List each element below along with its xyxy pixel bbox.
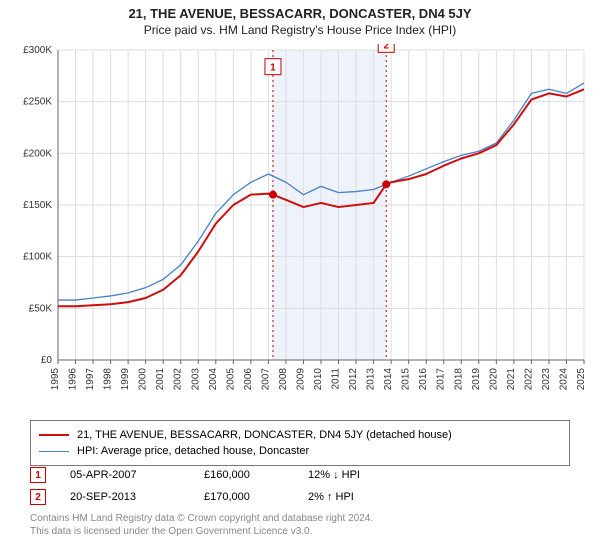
- sale-date: 20-SEP-2013: [70, 491, 180, 503]
- legend-swatch: [39, 451, 69, 452]
- svg-text:£300K: £300K: [23, 45, 52, 56]
- svg-text:1: 1: [270, 63, 276, 74]
- svg-text:2016: 2016: [418, 368, 429, 391]
- sale-badge: 2: [30, 489, 46, 505]
- svg-text:2007: 2007: [260, 368, 271, 391]
- svg-text:2024: 2024: [558, 368, 569, 391]
- svg-text:2021: 2021: [506, 368, 517, 391]
- legend-item: 21, THE AVENUE, BESSACARR, DONCASTER, DN…: [39, 427, 561, 443]
- svg-text:£100K: £100K: [23, 252, 52, 263]
- chart-subtitle: Price paid vs. HM Land Registry's House …: [0, 21, 600, 37]
- svg-text:2014: 2014: [383, 368, 394, 391]
- svg-text:1995: 1995: [50, 368, 61, 391]
- svg-text:2011: 2011: [331, 368, 342, 390]
- legend-swatch: [39, 434, 69, 436]
- svg-text:2001: 2001: [155, 368, 166, 391]
- svg-text:2022: 2022: [523, 368, 534, 391]
- svg-text:£200K: £200K: [23, 148, 52, 159]
- sale-badge: 1: [30, 467, 46, 483]
- svg-text:2019: 2019: [471, 368, 482, 391]
- svg-text:2004: 2004: [208, 368, 219, 391]
- svg-text:2020: 2020: [488, 368, 499, 391]
- chart-area: £0 £50K £100K £150K £200K £250K £300K 1995 1996 1…: [10, 44, 590, 414]
- svg-text:2018: 2018: [453, 368, 464, 391]
- svg-text:2025: 2025: [576, 368, 587, 391]
- svg-text:2000: 2000: [138, 368, 149, 391]
- footer-line: This data is licensed under the Open Gov…: [30, 525, 570, 538]
- footer: Contains HM Land Registry data © Crown c…: [30, 512, 570, 538]
- sale-delta: 12% ↓ HPI: [308, 469, 388, 481]
- svg-text:£50K: £50K: [29, 303, 53, 314]
- svg-text:1996: 1996: [68, 368, 79, 391]
- footer-line: Contains HM Land Registry data © Crown c…: [30, 512, 570, 525]
- legend-label: HPI: Average price, detached house, Donc…: [77, 443, 309, 459]
- legend-item: HPI: Average price, detached house, Donc…: [39, 443, 561, 459]
- svg-text:2013: 2013: [366, 368, 377, 391]
- chart-title: 21, THE AVENUE, BESSACARR, DONCASTER, DN…: [0, 0, 600, 21]
- svg-text:2023: 2023: [541, 368, 552, 391]
- svg-text:2017: 2017: [436, 368, 447, 391]
- line-chart-svg: £0 £50K £100K £150K £200K £250K £300K 1995 1996 1…: [10, 44, 590, 414]
- svg-text:2010: 2010: [313, 368, 324, 391]
- svg-text:2: 2: [383, 44, 389, 51]
- legend-label: 21, THE AVENUE, BESSACARR, DONCASTER, DN…: [77, 427, 452, 443]
- table-row: 2 20-SEP-2013 £170,000 2% ↑ HPI: [30, 486, 570, 508]
- legend: 21, THE AVENUE, BESSACARR, DONCASTER, DN…: [30, 420, 570, 466]
- sale-price: £170,000: [204, 491, 284, 503]
- table-row: 1 05-APR-2007 £160,000 12% ↓ HPI: [30, 464, 570, 486]
- svg-text:1997: 1997: [85, 368, 96, 391]
- svg-text:£150K: £150K: [23, 200, 52, 211]
- sales-table: 1 05-APR-2007 £160,000 12% ↓ HPI 2 20-SE…: [30, 464, 570, 508]
- sale-price: £160,000: [204, 469, 284, 481]
- sale-date: 05-APR-2007: [70, 469, 180, 481]
- svg-text:1998: 1998: [103, 368, 114, 391]
- svg-text:1999: 1999: [120, 368, 131, 391]
- svg-text:2009: 2009: [295, 368, 306, 391]
- svg-text:2002: 2002: [173, 368, 184, 391]
- svg-text:£250K: £250K: [23, 97, 52, 108]
- sale-delta: 2% ↑ HPI: [308, 491, 388, 503]
- svg-text:2003: 2003: [190, 368, 201, 391]
- svg-text:2005: 2005: [225, 368, 236, 391]
- chart-container: 21, THE AVENUE, BESSACARR, DONCASTER, DN…: [0, 0, 600, 560]
- svg-text:2012: 2012: [348, 368, 359, 391]
- svg-text:2008: 2008: [278, 368, 289, 391]
- svg-text:£0: £0: [41, 355, 53, 366]
- svg-text:2015: 2015: [401, 368, 412, 391]
- svg-text:2006: 2006: [243, 368, 254, 391]
